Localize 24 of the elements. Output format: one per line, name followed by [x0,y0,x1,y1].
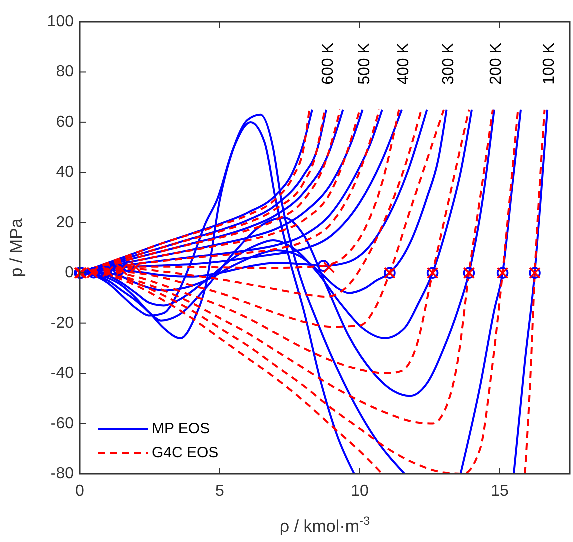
y-tick-label: 80 [56,64,74,81]
y-tick-label: 0 [65,264,74,282]
x-tick-label: 5 [216,483,225,500]
y-tick-label: 100 [47,14,74,30]
y-axis-title: p / MPa [7,218,26,278]
annotation: 300 K [440,42,458,85]
y-tick-label: 60 [56,114,74,131]
annotation: 400 K [396,42,412,85]
y-tick-label: -20 [50,314,74,332]
annotation: 100 K [541,42,558,85]
annotation: 600 K [320,42,337,85]
x-tick-label: 15 [491,483,509,500]
y-tick-label: -60 [50,415,74,432]
legend-label: G4C EOS [152,444,219,462]
annotation: 500 K [356,42,374,85]
y-tick-label: 20 [56,214,74,232]
legend-label: MP EOS [152,420,210,438]
annotation: 200 K [488,42,505,85]
y-tick-label: -80 [50,466,74,482]
x-tick-label: 10 [351,483,369,500]
y-tick-label: 40 [56,164,74,182]
x-axis-title: ρ / kmol·m$^{-3}$ [280,514,370,536]
y-tick-label: -40 [50,365,74,382]
x-tick-label: 0 [76,483,85,500]
